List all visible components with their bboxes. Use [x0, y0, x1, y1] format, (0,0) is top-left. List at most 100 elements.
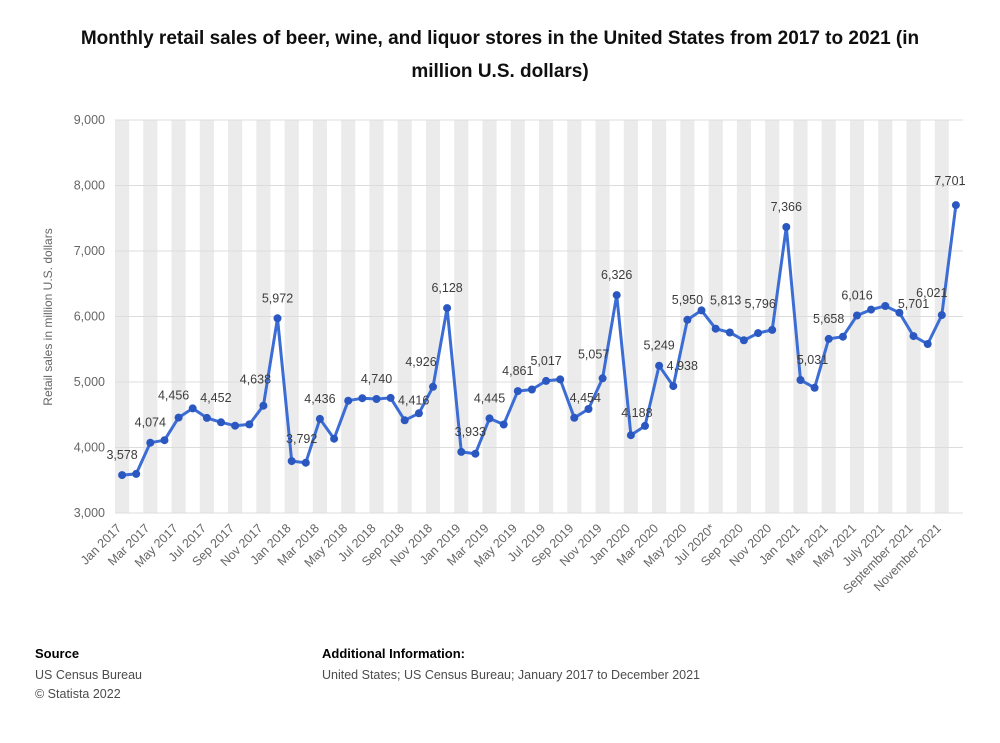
data-point[interactable] [824, 334, 833, 343]
data-label: 7,701 [934, 174, 965, 188]
data-point[interactable] [867, 305, 876, 314]
data-point[interactable] [626, 431, 635, 440]
data-point[interactable] [429, 382, 437, 391]
additional-info-text: United States; US Census Bureau; January… [322, 668, 700, 682]
data-label: 5,972 [262, 291, 293, 305]
data-point[interactable] [782, 223, 791, 231]
data-point[interactable] [641, 421, 649, 430]
data-label: 4,456 [158, 389, 189, 403]
data-point[interactable] [937, 311, 946, 320]
data-point[interactable] [683, 315, 692, 324]
data-label: 4,926 [405, 355, 436, 369]
data-point[interactable] [188, 404, 197, 413]
data-point[interactable] [556, 375, 565, 384]
source-name: US Census Bureau [35, 668, 143, 682]
data-point[interactable] [951, 201, 960, 210]
data-label: 3,578 [106, 448, 137, 462]
data-point[interactable] [612, 291, 621, 300]
data-point[interactable] [796, 376, 805, 384]
data-point[interactable] [711, 324, 720, 333]
data-point[interactable] [273, 314, 282, 323]
data-point[interactable] [881, 302, 890, 310]
data-point[interactable] [838, 332, 847, 341]
data-point[interactable] [358, 394, 367, 403]
data-label: 5,813 [710, 294, 741, 308]
data-point[interactable] [669, 382, 678, 391]
data-point[interactable] [909, 332, 918, 341]
data-point[interactable] [414, 409, 423, 418]
data-point[interactable] [202, 413, 211, 422]
chart-title: Monthly retail sales of beer, wine, and … [80, 28, 920, 82]
data-point[interactable] [471, 449, 480, 458]
data-point[interactable] [768, 325, 777, 334]
data-point[interactable] [372, 395, 381, 403]
data-point[interactable] [245, 420, 254, 429]
y-tick-label: 9,000 [74, 113, 105, 127]
data-point[interactable] [923, 340, 932, 348]
data-point[interactable] [443, 304, 452, 313]
data-label: 4,454 [570, 391, 601, 405]
data-label: 4,740 [361, 372, 392, 386]
data-point[interactable] [542, 376, 551, 385]
y-axis-title: Retail sales in million U.S. dollars [41, 228, 55, 405]
data-point[interactable] [400, 416, 409, 425]
data-point[interactable] [697, 306, 706, 315]
data-label: 4,638 [240, 373, 271, 387]
y-tick-label: 3,000 [74, 506, 105, 520]
data-point[interactable] [655, 361, 664, 370]
data-point[interactable] [513, 387, 522, 396]
data-point[interactable] [344, 396, 353, 405]
data-point[interactable] [217, 418, 225, 427]
data-point[interactable] [160, 436, 169, 445]
y-tick-label: 5,000 [74, 375, 105, 389]
data-point[interactable] [570, 413, 579, 422]
additional-info-heading: Additional Information: [322, 646, 465, 661]
data-label: 6,016 [841, 289, 872, 303]
data-point[interactable] [739, 336, 748, 345]
data-point[interactable] [499, 420, 508, 429]
y-tick-label: 4,000 [74, 441, 105, 455]
data-label: 7,366 [771, 200, 802, 214]
data-point[interactable] [301, 458, 310, 467]
data-point[interactable] [231, 421, 240, 430]
additional-info-block: Additional Information: United States; U… [322, 646, 700, 687]
data-label: 4,188 [621, 406, 652, 420]
data-point[interactable] [146, 438, 155, 447]
data-point[interactable] [810, 383, 819, 392]
data-point[interactable] [118, 471, 127, 480]
y-tick-label: 6,000 [74, 310, 105, 324]
data-point[interactable] [132, 469, 141, 478]
data-label: 4,436 [304, 392, 335, 406]
data-label: 4,938 [667, 359, 698, 373]
data-point[interactable] [725, 328, 734, 337]
data-point[interactable] [315, 414, 324, 423]
data-point[interactable] [584, 405, 593, 413]
data-point[interactable] [485, 414, 494, 423]
data-point[interactable] [527, 385, 536, 394]
data-label: 4,861 [502, 364, 533, 378]
data-label: 3,933 [455, 425, 486, 439]
data-point[interactable] [598, 374, 607, 383]
data-label: 5,031 [797, 353, 828, 367]
data-label: 5,701 [898, 297, 929, 311]
data-point[interactable] [259, 401, 268, 410]
data-label: 6,021 [916, 286, 947, 300]
data-label: 4,445 [474, 391, 505, 405]
y-tick-label: 8,000 [74, 179, 105, 193]
data-point[interactable] [330, 434, 339, 443]
data-point[interactable] [174, 413, 183, 422]
data-label: 6,128 [431, 281, 462, 295]
data-label: 6,326 [601, 268, 632, 282]
data-label: 3,792 [286, 432, 317, 446]
data-point[interactable] [853, 311, 861, 320]
data-point[interactable] [754, 329, 763, 338]
y-tick-label: 7,000 [74, 244, 105, 258]
data-point[interactable] [457, 447, 466, 456]
data-point[interactable] [386, 393, 395, 402]
data-label: 5,057 [578, 347, 609, 361]
data-label: 5,017 [530, 354, 561, 368]
data-point[interactable] [287, 457, 296, 466]
data-point[interactable] [895, 308, 904, 317]
